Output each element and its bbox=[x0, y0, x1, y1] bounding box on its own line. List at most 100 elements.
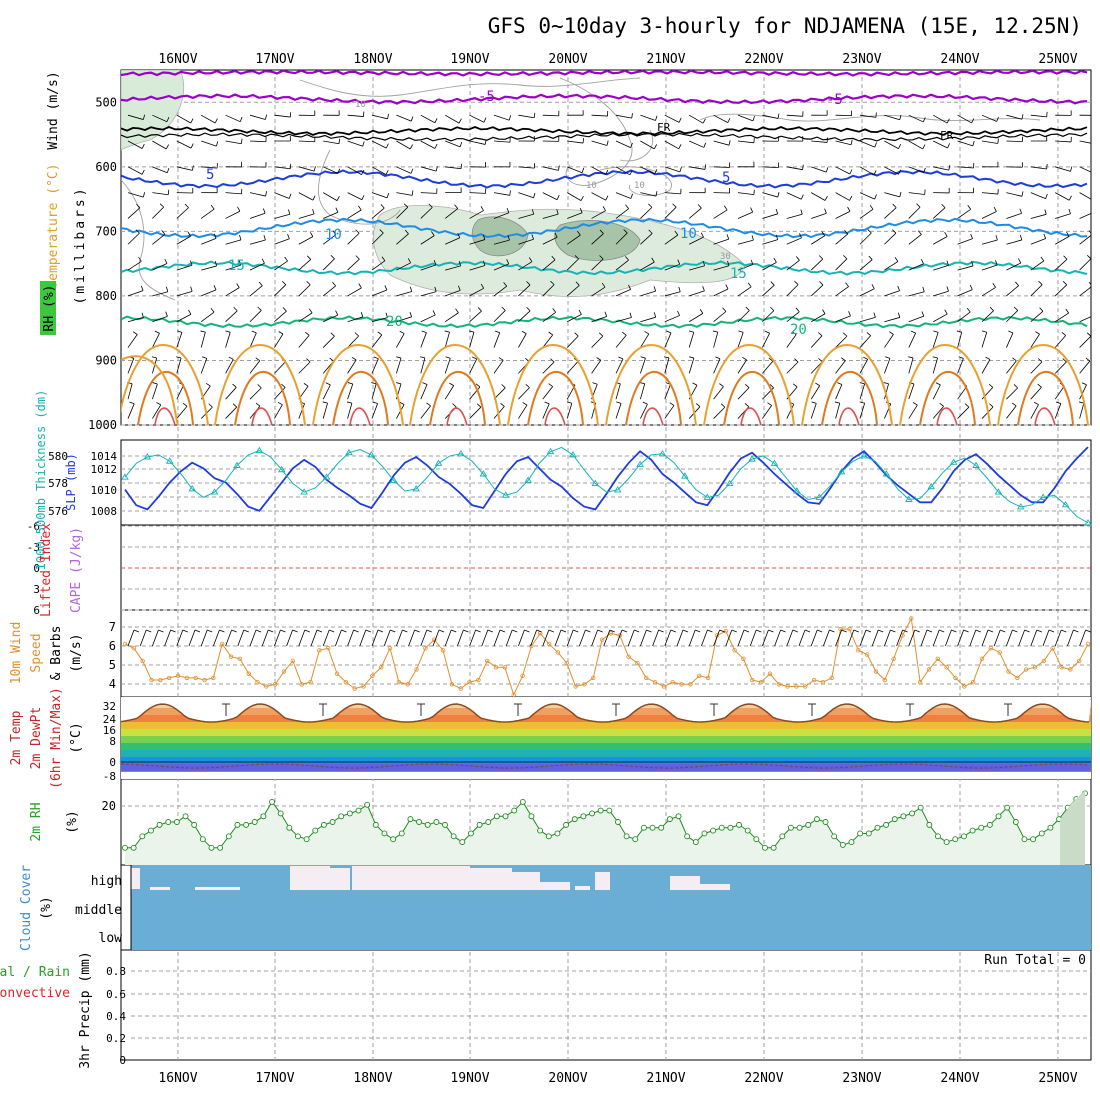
date-label-top-3: 19NOV bbox=[450, 52, 489, 67]
rh2-point-49 bbox=[546, 834, 551, 839]
rh2-point-5 bbox=[166, 820, 171, 825]
rh2-point-53 bbox=[581, 814, 586, 819]
t2-tick-5: -8 bbox=[103, 770, 116, 783]
w10-title-3: & Barbs bbox=[49, 626, 64, 681]
t2-band-3 bbox=[121, 722, 1091, 730]
rh2-point-77 bbox=[788, 825, 793, 830]
barb-flag-508 bbox=[1095, 139, 1096, 144]
rh2-point-107 bbox=[1048, 825, 1053, 830]
rh2-point-36 bbox=[434, 820, 439, 825]
rh-label-10b: 10 bbox=[586, 181, 597, 191]
cloud-gap-0 bbox=[131, 868, 140, 889]
rh-label-30: 30 bbox=[720, 252, 731, 262]
slp-tick-2: 1010 bbox=[91, 484, 118, 497]
rh2-point-9 bbox=[200, 837, 205, 842]
date-label-top-5: 21NOV bbox=[646, 52, 685, 67]
rh2-point-60 bbox=[641, 825, 646, 830]
cloud-level-2: low bbox=[99, 931, 123, 946]
temp-label-m5a: -5 bbox=[478, 89, 495, 105]
date-label-bottom-4: 20NOV bbox=[548, 1071, 587, 1086]
cloud-gap-3 bbox=[352, 866, 470, 890]
rh2-point-82 bbox=[832, 834, 837, 839]
date-label-bottom-7: 23NOV bbox=[842, 1071, 881, 1086]
rh2-point-52 bbox=[572, 817, 577, 822]
date-label-bottom-1: 17NOV bbox=[255, 1071, 294, 1086]
rh2-point-68 bbox=[711, 828, 716, 833]
rh2-point-13 bbox=[235, 822, 240, 827]
pressure-tick-1: 600 bbox=[95, 160, 117, 174]
rh2-point-64 bbox=[676, 814, 681, 819]
rh2-point-0 bbox=[123, 845, 128, 850]
rh2-point-79 bbox=[806, 822, 811, 827]
rh2-point-84 bbox=[849, 840, 854, 845]
date-label-top-1: 17NOV bbox=[255, 52, 294, 67]
rh2-point-54 bbox=[590, 811, 595, 816]
rh2-point-99 bbox=[979, 825, 984, 830]
temp-label-m5b: -5 bbox=[826, 92, 843, 108]
slp-tick-1: 1012 bbox=[91, 463, 118, 476]
rh2-point-93 bbox=[927, 822, 932, 827]
rh2-point-7 bbox=[183, 814, 188, 819]
barb-flag-511 bbox=[1092, 207, 1094, 212]
temp-label-20b: 20 bbox=[790, 322, 807, 338]
rh2-point-101 bbox=[996, 814, 1001, 819]
rh2-point-21 bbox=[304, 837, 309, 842]
rh2-point-33 bbox=[408, 817, 413, 822]
pcp-tick-3: 0.2 bbox=[106, 1032, 126, 1045]
rh2-point-44 bbox=[503, 814, 508, 819]
rh2-point-25 bbox=[339, 814, 344, 819]
rh2-point-57 bbox=[615, 820, 620, 825]
precip-title-2: Convective bbox=[0, 986, 70, 1001]
rh2-point-18 bbox=[278, 811, 283, 816]
w10-title-2: Speed bbox=[29, 633, 44, 672]
rh2-point-1 bbox=[131, 845, 136, 850]
rh2-point-98 bbox=[970, 828, 975, 833]
cloud-gap-11 bbox=[700, 884, 730, 890]
rh2-point-55 bbox=[598, 808, 603, 813]
date-label-top-8: 24NOV bbox=[940, 52, 979, 67]
rh2-point-37 bbox=[443, 822, 448, 827]
rh2-point-12 bbox=[226, 834, 231, 839]
t2-title-1: 2m Temp bbox=[9, 710, 24, 765]
frame-pcp bbox=[121, 950, 1091, 1060]
rh2-point-73 bbox=[754, 837, 759, 842]
date-label-bottom-5: 21NOV bbox=[646, 1071, 685, 1086]
cloud-units: (%) bbox=[39, 896, 54, 919]
upper-units: (millibars) bbox=[73, 185, 88, 304]
pressure-tick-0: 500 bbox=[95, 95, 117, 109]
cloud-gap-9 bbox=[595, 872, 610, 890]
rh2-point-6 bbox=[174, 820, 179, 825]
rh2-point-28 bbox=[365, 802, 370, 807]
slp-tick-3: 1008 bbox=[91, 505, 118, 518]
w10-tick-1: 6 bbox=[109, 639, 116, 653]
date-label-top-0: 16NOV bbox=[158, 52, 197, 67]
rh2-point-23 bbox=[321, 822, 326, 827]
rh2-point-103 bbox=[1013, 820, 1018, 825]
pressure-tick-5: 1000 bbox=[88, 418, 117, 432]
w10-tick-3: 4 bbox=[109, 677, 116, 691]
rh2-point-38 bbox=[451, 834, 456, 839]
rh2-point-75 bbox=[771, 845, 776, 850]
rh2-point-102 bbox=[1005, 805, 1010, 810]
rh2-point-94 bbox=[935, 834, 940, 839]
rh2-point-41 bbox=[477, 822, 482, 827]
rh2-point-42 bbox=[486, 820, 491, 825]
rh2-point-35 bbox=[425, 822, 430, 827]
pressure-tick-3: 800 bbox=[95, 289, 117, 303]
date-label-bottom-0: 16NOV bbox=[158, 1071, 197, 1086]
rh2-point-63 bbox=[667, 817, 672, 822]
date-label-bottom-3: 19NOV bbox=[450, 1071, 489, 1086]
t2-title-3: (6hr Min/Max) bbox=[49, 687, 64, 789]
barb-flag-16 bbox=[168, 190, 169, 195]
rh2-point-24 bbox=[330, 820, 335, 825]
rh2-point-85 bbox=[858, 831, 863, 836]
temp-label-10a: 10 bbox=[325, 227, 342, 243]
rh2-point-48 bbox=[538, 828, 543, 833]
rh2-point-14 bbox=[244, 822, 249, 827]
rh2-point-65 bbox=[685, 834, 690, 839]
rh2-point-43 bbox=[494, 814, 499, 819]
rh2-point-66 bbox=[693, 840, 698, 845]
rh2-point-100 bbox=[987, 822, 992, 827]
cloud-cover-panel bbox=[131, 865, 1091, 950]
